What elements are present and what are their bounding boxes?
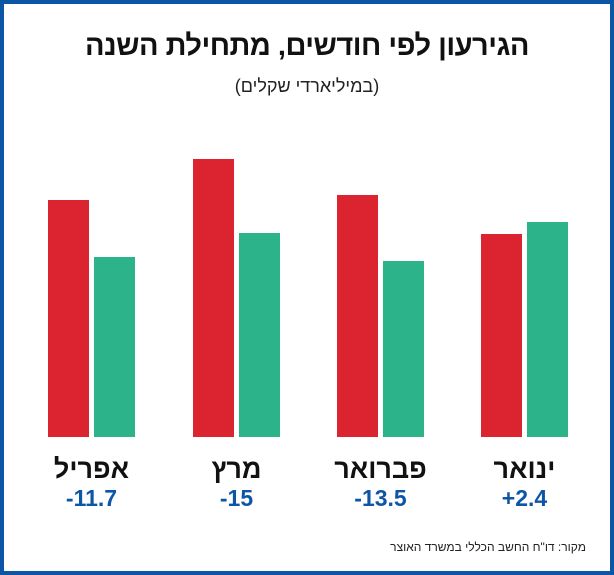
deficit-label: +2.4 xyxy=(502,485,548,511)
category-label: ינואר xyxy=(494,454,556,484)
chart-subtitle: (במיליארדי שקלים) xyxy=(234,76,380,96)
bar-revenue-0 xyxy=(527,222,568,437)
bar-revenue-1 xyxy=(383,261,424,437)
deficit-label: -13.5 xyxy=(354,485,407,511)
category-label: אפריל xyxy=(54,454,129,484)
bar-expenditure-2 xyxy=(193,159,234,437)
bar-expenditure-1 xyxy=(337,195,378,437)
deficit-label: -11.7 xyxy=(66,485,117,511)
bar-expenditure-0 xyxy=(481,234,522,437)
bar-revenue-2 xyxy=(239,233,280,437)
bar-revenue-3 xyxy=(94,257,135,437)
category-label: פברואר xyxy=(334,454,427,484)
category-label: מרץ xyxy=(211,454,261,484)
deficit-label: -15 xyxy=(220,485,253,511)
bar-expenditure-3 xyxy=(48,200,89,437)
source-note: מקור: דו"ח החשב הכללי במשרד האוצר xyxy=(390,540,586,554)
chart-title: הגירעון לפי חודשים, מתחילת השנה xyxy=(85,30,529,62)
